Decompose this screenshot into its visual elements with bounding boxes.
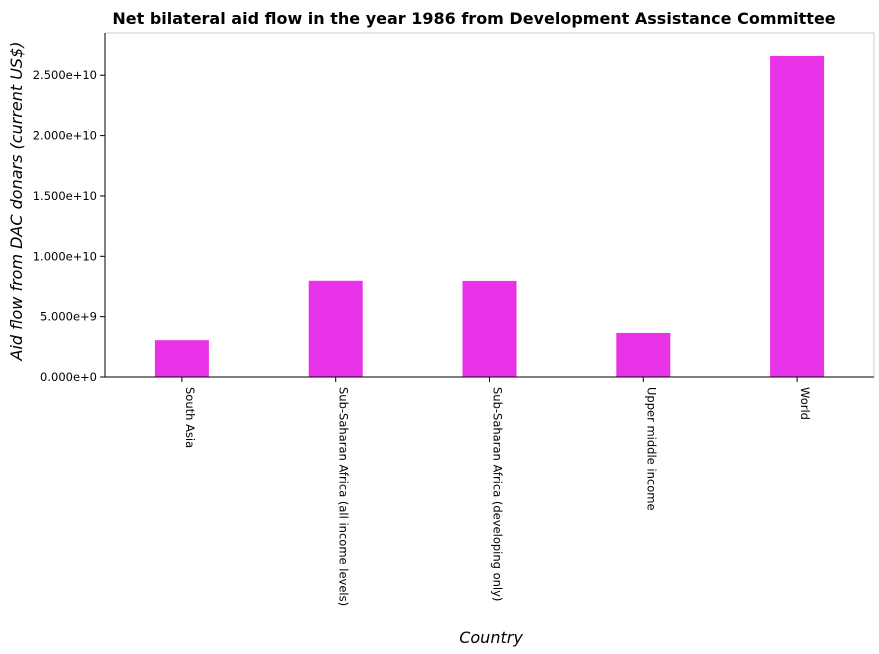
y-tick-label: 2.500e+10 — [33, 68, 97, 82]
bar — [616, 332, 671, 377]
bar — [770, 55, 825, 377]
y-tick-label: 1.000e+10 — [33, 249, 97, 263]
bar — [154, 340, 209, 377]
x-tick-label: World — [798, 387, 812, 420]
plot-area: 0.000e+0 5.000e+9 1.000e+10 1.500e+10 2.000e… — [33, 32, 875, 606]
y-axis-label: Aid flow from DAC donars (current US$) — [7, 42, 26, 362]
x-tick-label: Upper middle income — [644, 387, 658, 511]
y-tick-label: 2.000e+10 — [33, 129, 97, 143]
x-axis-label: Country — [459, 628, 523, 647]
bar — [308, 280, 363, 377]
bar — [462, 280, 517, 377]
x-tick-label: Sub-Saharan Africa (all income levels) — [337, 387, 351, 606]
y-tick-label: 5.000e+9 — [40, 310, 97, 324]
x-tick-label: Sub-Saharan Africa (developing only) — [491, 387, 505, 601]
y-tick-label: 0.000e+0 — [40, 370, 97, 384]
x-tick-label: South Asia — [183, 387, 197, 448]
chart-title: Net bilateral aid flow in the year 1986 … — [112, 9, 835, 28]
y-tick-label: 1.500e+10 — [33, 189, 97, 203]
